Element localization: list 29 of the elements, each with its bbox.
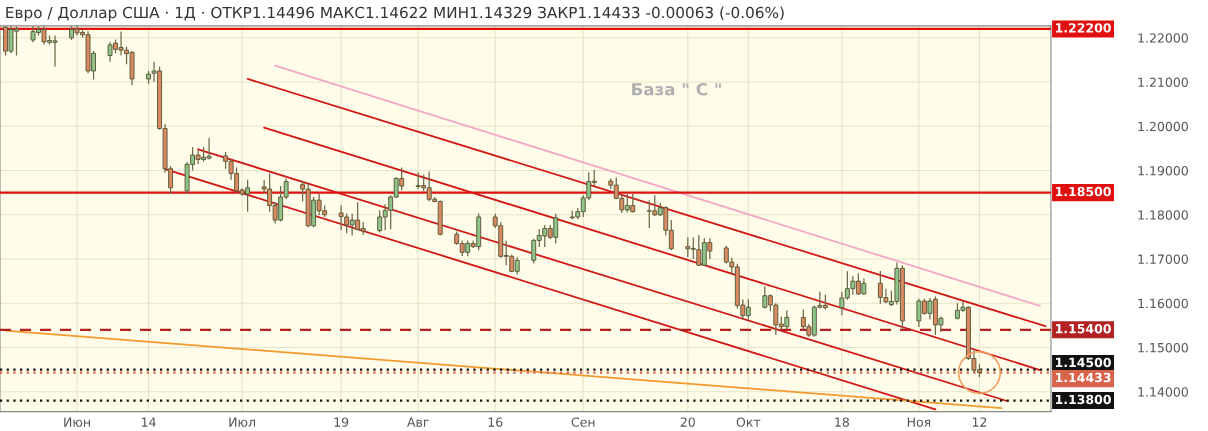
y-tick-label: 1.17000 (1138, 254, 1188, 264)
chart-title: Евро / Доллар США · 1Д · ОТКР1.14496 МАКС1.14622 МИН1.14329 ЗАКР1.14433 -0.00063 (-0.06%) (6, 6, 784, 22)
y-tick-label: 1.21000 (1138, 77, 1188, 87)
ref-line-label: 1.14433 (1055, 372, 1111, 383)
ref-line-label: 1.13800 (1055, 394, 1111, 405)
ref-line-label: 1.15400 (1055, 323, 1111, 334)
x-tick-label: 20 (680, 417, 695, 427)
x-tick-label: 14 (141, 417, 156, 427)
x-tick-label: 16 (488, 417, 503, 427)
x-tick-label: 12 (972, 417, 987, 427)
y-tick-label: 1.18000 (1138, 210, 1188, 220)
x-tick-label: Июл (229, 417, 255, 427)
y-tick-label: 1.14000 (1138, 387, 1188, 397)
x-tick-label: Ноя (907, 417, 931, 427)
x-tick-label: 19 (334, 417, 349, 427)
y-tick-label: 1.16000 (1138, 298, 1188, 309)
y-tick-label: 1.15000 (1138, 342, 1188, 353)
x-tick-label: Сен (571, 417, 595, 427)
x-tick-label: 18 (835, 417, 849, 427)
annotation: База " С " (632, 82, 721, 96)
x-tick-label: Авг (407, 417, 429, 427)
ref-line-label: 1.14500 (1055, 357, 1111, 368)
x-tick-label: Окт (736, 417, 761, 427)
y-tick-label: 1.20000 (1138, 121, 1188, 132)
y-tick-label: 1.22000 (1138, 33, 1188, 43)
x-tick-label: Июн (64, 417, 90, 427)
y-tick-label: 1.19000 (1138, 165, 1188, 176)
ref-line-label: 1.18500 (1055, 186, 1111, 197)
ref-line-label: 1.22200 (1055, 23, 1111, 33)
